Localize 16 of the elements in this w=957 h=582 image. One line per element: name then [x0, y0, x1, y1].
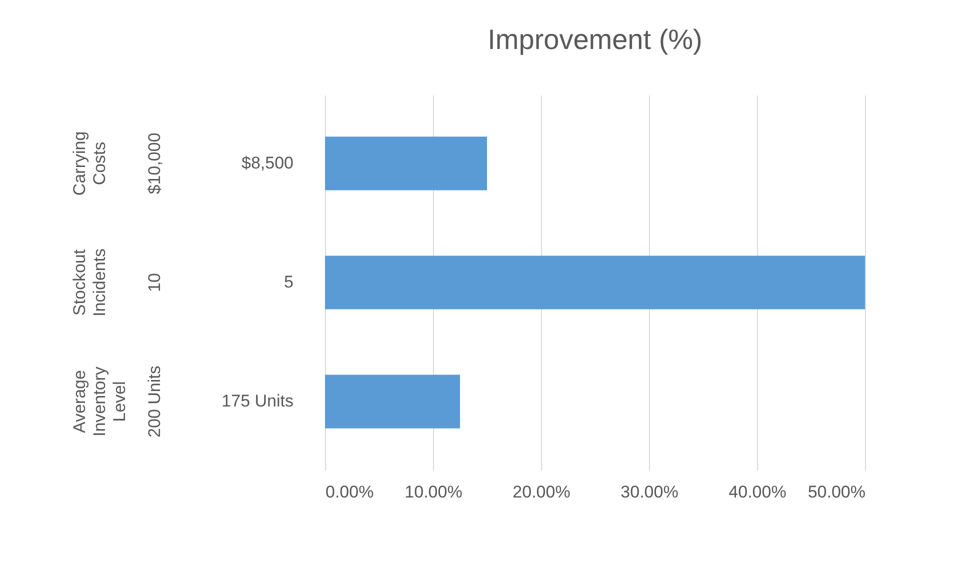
x-tick-label: 10.00% — [404, 482, 462, 502]
text: 200 Units — [145, 366, 164, 438]
x-tick-label: 20.00% — [512, 482, 570, 502]
x-tick-label: 40.00% — [728, 482, 786, 502]
text: Average Inventory Level — [70, 366, 129, 437]
x-tick-label: 50.00% — [808, 482, 866, 502]
chart-title: Improvement (%) — [488, 24, 702, 55]
text: Carrying Costs — [70, 131, 109, 196]
x-tick-label: 0.00% — [326, 482, 374, 502]
y-tick-label: 5 — [284, 272, 294, 292]
text: $10,000 — [145, 132, 164, 194]
y-tick-label: 175 Units — [222, 392, 294, 411]
text: Stockout Incidents — [70, 248, 109, 317]
text: 10 — [145, 273, 164, 292]
x-tick-label: 30.00% — [620, 482, 678, 502]
y-tick-label: $8,500 — [242, 153, 294, 172]
